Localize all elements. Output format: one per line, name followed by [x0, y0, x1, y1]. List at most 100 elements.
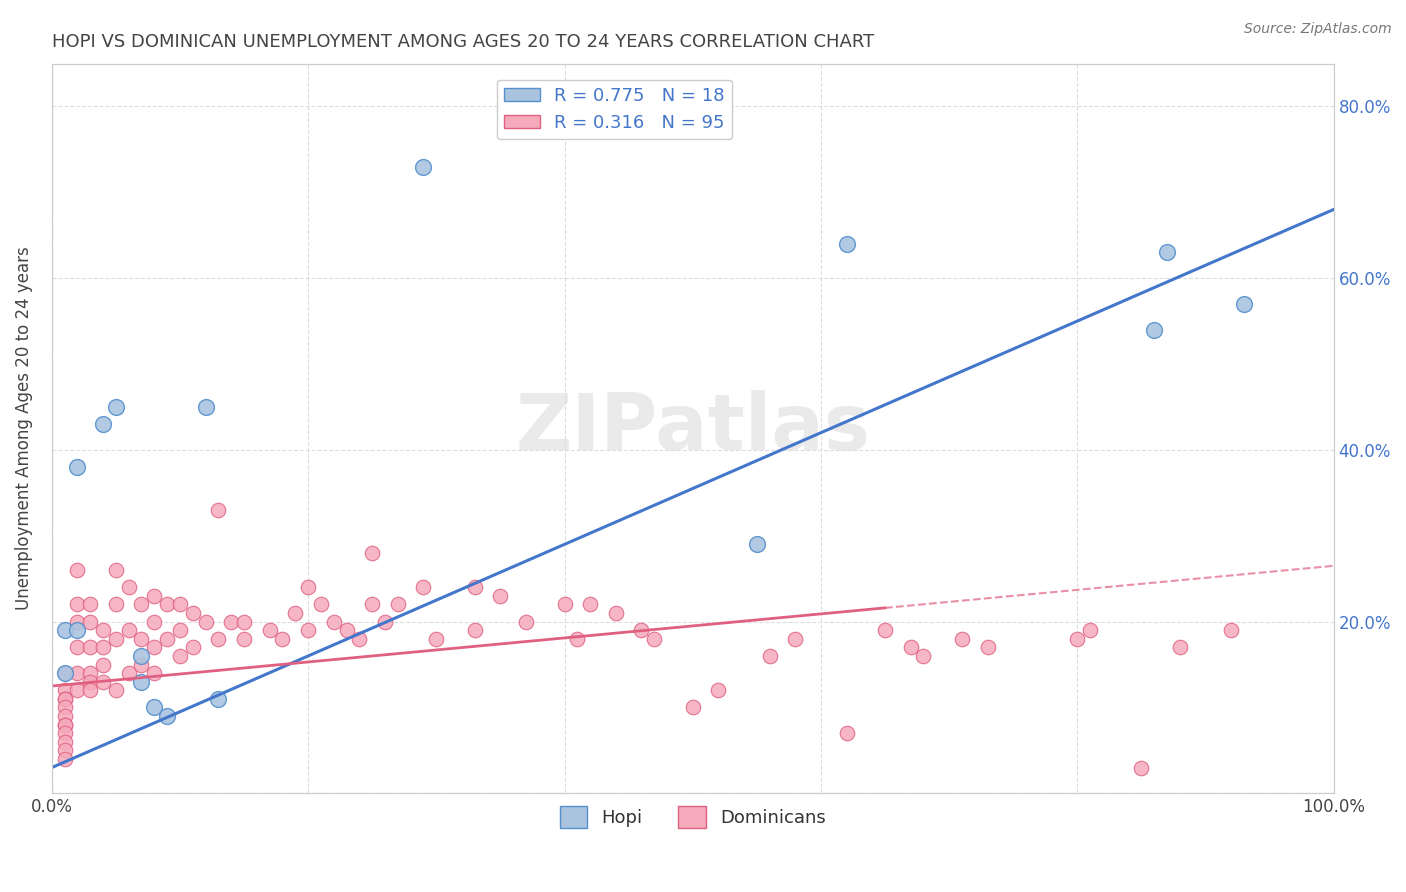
Point	[118, 580, 141, 594]
Point	[79, 666, 101, 681]
Point	[605, 606, 627, 620]
Point	[53, 692, 76, 706]
Point	[53, 666, 76, 681]
Point	[567, 632, 589, 646]
Text: Source: ZipAtlas.com: Source: ZipAtlas.com	[1244, 22, 1392, 37]
Point	[194, 400, 217, 414]
Point	[207, 692, 229, 706]
Point	[53, 683, 76, 698]
Point	[1143, 323, 1166, 337]
Point	[412, 160, 434, 174]
Point	[835, 236, 858, 251]
Point	[131, 674, 153, 689]
Point	[1233, 297, 1256, 311]
Point	[515, 615, 537, 629]
Point	[104, 563, 127, 577]
Point	[707, 683, 730, 698]
Point	[53, 743, 76, 757]
Text: ZIPatlas: ZIPatlas	[515, 391, 870, 467]
Point	[233, 632, 256, 646]
Point	[412, 580, 434, 594]
Point	[297, 624, 319, 638]
Point	[169, 624, 191, 638]
Point	[1168, 640, 1191, 655]
Point	[553, 598, 575, 612]
Point	[91, 640, 114, 655]
Point	[91, 674, 114, 689]
Y-axis label: Unemployment Among Ages 20 to 24 years: Unemployment Among Ages 20 to 24 years	[15, 246, 32, 610]
Point	[66, 640, 89, 655]
Point	[630, 624, 652, 638]
Point	[143, 640, 166, 655]
Point	[425, 632, 447, 646]
Point	[91, 657, 114, 672]
Point	[53, 735, 76, 749]
Text: HOPI VS DOMINICAN UNEMPLOYMENT AMONG AGES 20 TO 24 YEARS CORRELATION CHART: HOPI VS DOMINICAN UNEMPLOYMENT AMONG AGE…	[52, 33, 875, 51]
Point	[104, 632, 127, 646]
Point	[143, 700, 166, 714]
Point	[219, 615, 242, 629]
Point	[169, 648, 191, 663]
Point	[835, 726, 858, 740]
Point	[53, 717, 76, 731]
Point	[950, 632, 973, 646]
Point	[53, 726, 76, 740]
Point	[91, 624, 114, 638]
Point	[143, 666, 166, 681]
Point	[976, 640, 998, 655]
Point	[194, 615, 217, 629]
Point	[297, 580, 319, 594]
Point	[336, 624, 359, 638]
Point	[143, 615, 166, 629]
Point	[156, 598, 179, 612]
Point	[53, 709, 76, 723]
Point	[53, 700, 76, 714]
Point	[79, 615, 101, 629]
Point	[322, 615, 344, 629]
Point	[169, 598, 191, 612]
Point	[131, 632, 153, 646]
Point	[131, 657, 153, 672]
Point	[579, 598, 602, 612]
Point	[361, 598, 384, 612]
Point	[1078, 624, 1101, 638]
Point	[66, 563, 89, 577]
Point	[53, 624, 76, 638]
Point	[53, 752, 76, 766]
Point	[873, 624, 896, 638]
Point	[66, 615, 89, 629]
Point	[104, 400, 127, 414]
Point	[181, 640, 204, 655]
Point	[271, 632, 294, 646]
Point	[143, 589, 166, 603]
Point	[758, 648, 780, 663]
Point	[284, 606, 307, 620]
Point	[387, 598, 409, 612]
Point	[91, 417, 114, 431]
Point	[1220, 624, 1243, 638]
Point	[66, 624, 89, 638]
Point	[464, 580, 486, 594]
Point	[361, 546, 384, 560]
Legend: Hopi, Dominicans: Hopi, Dominicans	[553, 799, 832, 836]
Point	[118, 666, 141, 681]
Point	[900, 640, 922, 655]
Point	[1156, 245, 1178, 260]
Point	[79, 598, 101, 612]
Point	[104, 683, 127, 698]
Point	[79, 640, 101, 655]
Point	[785, 632, 807, 646]
Point	[66, 460, 89, 475]
Point	[131, 598, 153, 612]
Point	[912, 648, 935, 663]
Point	[1066, 632, 1088, 646]
Point	[207, 632, 229, 646]
Point	[79, 674, 101, 689]
Point	[181, 606, 204, 620]
Point	[118, 624, 141, 638]
Point	[53, 666, 76, 681]
Point	[233, 615, 256, 629]
Point	[156, 632, 179, 646]
Point	[682, 700, 704, 714]
Point	[66, 683, 89, 698]
